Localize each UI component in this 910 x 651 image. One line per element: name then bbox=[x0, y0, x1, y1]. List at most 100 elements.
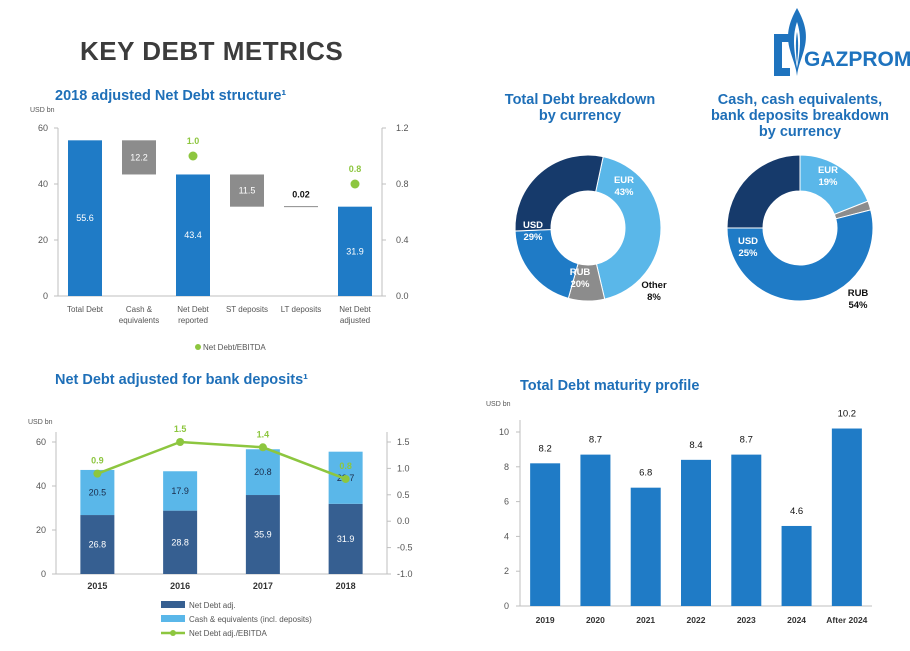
legend-marker bbox=[195, 344, 201, 350]
net-debt-structure-title: 2018 adjusted Net Debt structure¹ bbox=[55, 88, 287, 104]
cash-bar-label: 20.5 bbox=[89, 487, 107, 497]
structure-bar bbox=[68, 140, 102, 296]
legend-label: Net Debt/EBITDA bbox=[203, 343, 266, 352]
x-category-label: 2022 bbox=[687, 615, 706, 625]
donut-slice-name: USD bbox=[523, 220, 543, 231]
y-tick-label: 40 bbox=[36, 481, 46, 491]
logo-text: GAZPROM bbox=[804, 48, 910, 71]
structure-bar bbox=[176, 174, 210, 296]
ratio-line bbox=[96, 440, 347, 481]
donut-slice-value: 8% bbox=[647, 292, 661, 303]
y-tick-label: 20 bbox=[36, 525, 46, 535]
y2-tick-label: 1.5 bbox=[397, 437, 410, 447]
x-category-label: equivalents bbox=[119, 316, 159, 325]
donut-slice-value: 54% bbox=[848, 300, 868, 311]
donut-slice bbox=[726, 154, 801, 229]
cash-bar bbox=[245, 449, 280, 496]
y-tick-label: 0 bbox=[43, 291, 48, 301]
donut-slice-name: Other bbox=[641, 280, 667, 291]
ratio-point bbox=[258, 443, 267, 452]
ratio-label: 1.0 bbox=[187, 136, 200, 146]
donut-slice-value: 19% bbox=[818, 177, 838, 188]
maturity-bar-label: 4.6 bbox=[790, 506, 803, 517]
y2-tick-label: 0.0 bbox=[396, 291, 409, 301]
x-category-label: Net Debt bbox=[339, 305, 371, 314]
y-tick-label: 8 bbox=[504, 462, 509, 472]
maturity-bar-label: 10.2 bbox=[838, 409, 857, 420]
maturity-bar-label: 8.7 bbox=[740, 435, 753, 446]
maturity-bar-label: 8.4 bbox=[689, 440, 702, 451]
structure-bar-label: 11.5 bbox=[239, 186, 256, 196]
maturity-bar bbox=[731, 454, 762, 606]
cash-breakdown-title-line: by currency bbox=[758, 124, 842, 140]
gazprom-logo bbox=[774, 8, 806, 76]
x-category-label: 2020 bbox=[586, 615, 605, 625]
y2-tick-label: 0.8 bbox=[396, 179, 409, 189]
y-axis-unit: USD bn bbox=[30, 107, 55, 114]
y-tick-label: 0 bbox=[504, 601, 509, 611]
structure-bar bbox=[230, 174, 264, 207]
legend-marker bbox=[161, 601, 185, 608]
maturity-bar bbox=[530, 463, 561, 606]
cash-breakdown-title: Cash, cash equivalents, bank deposits br… bbox=[690, 92, 910, 140]
currency-breakdown-title-line: Total Debt breakdown bbox=[504, 92, 656, 108]
y-tick-label: 60 bbox=[38, 123, 48, 133]
donut-slice-name: RUB bbox=[848, 288, 869, 299]
legend-marker bbox=[170, 630, 176, 636]
maturity-bar bbox=[681, 459, 711, 606]
net-debt-bar bbox=[163, 510, 198, 574]
x-category-label: 2021 bbox=[636, 615, 655, 625]
net-debt-bar bbox=[80, 515, 115, 574]
y-tick-label: 60 bbox=[36, 437, 46, 447]
net-debt-bar-label: 31.9 bbox=[337, 534, 355, 544]
maturity-bar bbox=[580, 454, 611, 606]
donut-slice-name: RUB bbox=[570, 267, 591, 278]
x-category-label: adjusted bbox=[340, 316, 370, 325]
x-category-label: Net Debt bbox=[177, 305, 209, 314]
maturity-profile-title: Total Debt maturity profile bbox=[520, 378, 700, 394]
currency-breakdown-title-line: by currency bbox=[538, 108, 622, 124]
y-tick-label: 0 bbox=[41, 569, 46, 579]
net-debt-bar bbox=[245, 495, 280, 574]
x-category-label: 2023 bbox=[737, 615, 756, 625]
structure-bar bbox=[122, 140, 156, 175]
currency-breakdown-title: Total Debt breakdown by currency bbox=[480, 92, 680, 124]
y2-tick-label: 1.2 bbox=[396, 123, 409, 133]
ratio-point bbox=[176, 438, 185, 446]
legend-label: Cash & equivalents (incl. deposits) bbox=[189, 615, 312, 624]
x-category-label: After 2024 bbox=[826, 615, 867, 625]
structure-bar-label: 43.4 bbox=[184, 230, 202, 240]
x-category-label: reported bbox=[178, 316, 208, 325]
net-debt-bar-label: 35.9 bbox=[254, 530, 272, 540]
ratio-label: 1.4 bbox=[257, 429, 270, 439]
x-category-label: 2024 bbox=[787, 615, 806, 625]
x-category-label: Total Debt bbox=[67, 305, 104, 314]
structure-bar-label: 0.02 bbox=[292, 190, 310, 200]
x-category-label: LT deposits bbox=[281, 305, 322, 314]
y-axis-unit: USD bn bbox=[28, 419, 53, 426]
y2-tick-label: 0.5 bbox=[397, 490, 410, 500]
cash-bar bbox=[163, 471, 198, 511]
x-category-label: 2015 bbox=[87, 581, 107, 591]
y2-tick-label: -0.5 bbox=[397, 543, 413, 553]
ratio-point bbox=[93, 469, 102, 478]
net-debt-bar-label: 28.8 bbox=[171, 537, 189, 547]
cash-bar-label: 17.9 bbox=[171, 486, 189, 496]
donut-slice bbox=[514, 154, 604, 232]
legend-label: Net Debt adj./EBITDA bbox=[189, 629, 267, 638]
structure-bar-label: 55.6 bbox=[76, 213, 94, 223]
maturity-bar-label: 8.7 bbox=[589, 435, 602, 446]
y-tick-label: 2 bbox=[504, 566, 509, 576]
x-category-label: Cash & bbox=[126, 305, 153, 314]
x-category-label: 2018 bbox=[336, 581, 356, 591]
x-category-label: 2019 bbox=[536, 615, 555, 625]
page-title: KEY DEBT METRICS bbox=[80, 36, 344, 66]
y2-tick-label: 1.0 bbox=[397, 463, 410, 473]
net-debt-bar bbox=[328, 503, 363, 574]
y-tick-label: 20 bbox=[38, 235, 48, 245]
y-axis-unit: USD bn bbox=[486, 401, 511, 408]
maturity-bar bbox=[781, 525, 812, 606]
maturity-bar-label: 6.8 bbox=[639, 468, 652, 479]
cash-breakdown-title-line: Cash, cash equivalents, bbox=[717, 92, 883, 108]
